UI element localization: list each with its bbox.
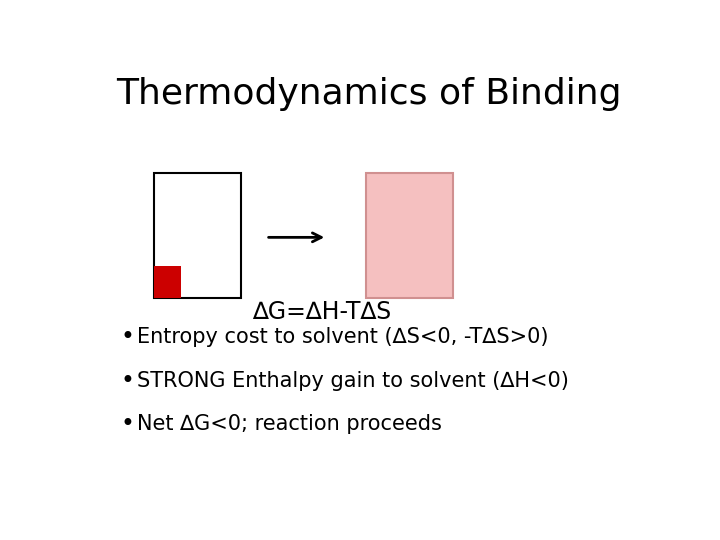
Bar — [366, 173, 453, 298]
Text: Entropy cost to solvent (∆S<0, -T∆S>0): Entropy cost to solvent (∆S<0, -T∆S>0) — [138, 327, 549, 347]
Text: •: • — [121, 369, 135, 393]
Text: •: • — [121, 325, 135, 349]
Text: STRONG Enthalpy gain to solvent (∆H<0): STRONG Enthalpy gain to solvent (∆H<0) — [138, 371, 570, 391]
Text: Net ∆G<0; reaction proceeds: Net ∆G<0; reaction proceeds — [138, 415, 442, 435]
Text: •: • — [121, 413, 135, 436]
Text: Thermodynamics of Binding: Thermodynamics of Binding — [116, 77, 622, 111]
Text: ∆G=∆H-T∆S: ∆G=∆H-T∆S — [252, 300, 391, 323]
Bar — [154, 173, 240, 298]
Bar — [154, 266, 181, 298]
